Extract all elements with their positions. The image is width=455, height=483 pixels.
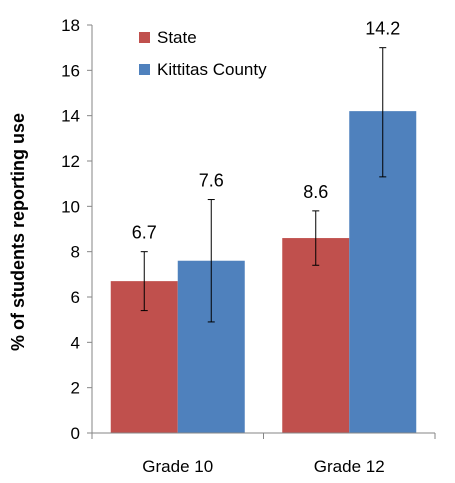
legend-swatch — [139, 32, 150, 43]
data-label: 6.7 — [132, 223, 157, 243]
y-tick-label: 2 — [71, 379, 80, 398]
bar — [282, 238, 350, 433]
legend: State Kittitas County — [139, 28, 267, 79]
data-label: 14.2 — [365, 19, 400, 39]
y-axis-ticks: 0 2 4 6 8 10 12 14 16 18 — [61, 16, 92, 443]
x-category-label: Grade 12 — [314, 457, 385, 476]
category-labels: Grade 10 Grade 12 — [142, 457, 384, 476]
y-tick-label: 6 — [71, 288, 80, 307]
legend-label: State — [157, 28, 197, 47]
data-label: 8.6 — [303, 182, 328, 202]
y-tick-label: 10 — [61, 197, 80, 216]
legend-swatch — [139, 64, 150, 75]
legend-label: Kittitas County — [157, 60, 267, 79]
y-tick-label: 16 — [61, 61, 80, 80]
data-label: 7.6 — [199, 171, 224, 191]
y-tick-label: 18 — [61, 16, 80, 35]
y-axis-title: % of students reporting use — [8, 113, 28, 351]
x-category-label: Grade 10 — [142, 457, 213, 476]
axes — [91, 25, 436, 439]
bars — [110, 111, 417, 433]
error-bars — [140, 47, 387, 323]
y-tick-label: 12 — [61, 152, 80, 171]
y-tick-label: 8 — [71, 243, 80, 262]
data-labels: 6.7 7.6 8.6 14.2 — [132, 19, 401, 243]
y-tick-label: 14 — [61, 107, 80, 126]
y-tick-label: 0 — [71, 424, 80, 443]
y-tick-label: 4 — [71, 333, 80, 352]
